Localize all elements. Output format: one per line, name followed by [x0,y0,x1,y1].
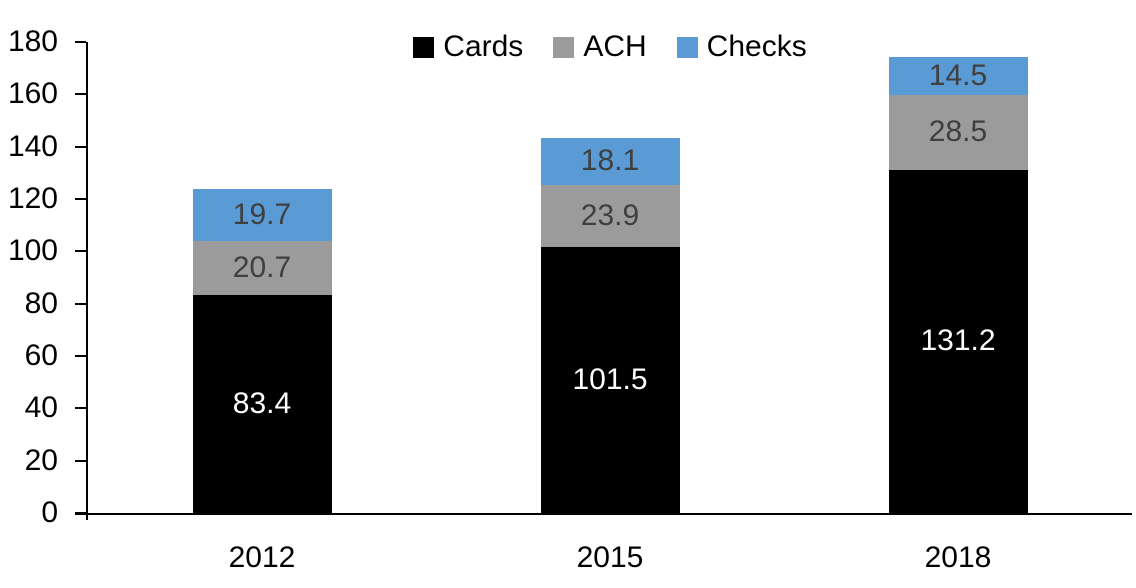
legend-item-checks: Checks [676,30,807,64]
y-axis-tick [75,302,86,305]
bar-value-label-checks-2012: 19.7 [232,197,292,231]
bar-segment-checks-2015 [540,137,680,185]
bar-segment-ach-2015 [540,184,680,248]
bar-value-label-checks-2018: 14.5 [928,59,988,93]
legend-item-cards: Cards [413,30,523,64]
bar-segment-cards-2012 [192,294,332,513]
y-axis-tick [75,41,86,43]
y-axis-tick [75,250,86,253]
legend-label: ACH [583,30,647,63]
legend-item-ach: ACH [553,30,647,64]
y-axis-tick-label: 120 [7,182,58,215]
y-axis-tick [75,407,86,410]
y-axis-tick [75,93,86,96]
y-axis-line [86,42,88,520]
bar-value-label-cards-2018: 131.2 [920,324,996,358]
x-axis-line [75,513,1132,515]
chart-legend: Cards ACH Checks [88,30,1132,64]
bar-segment-checks-2012 [192,189,332,241]
bar-segment-checks-2018 [888,57,1028,96]
bar-value-label-ach-2015: 23.9 [580,199,640,233]
legend-swatch-cards-icon [413,36,435,58]
legend-swatch-checks-icon [676,36,698,58]
x-axis-label-2012: 2012 [228,541,296,574]
y-axis-tick-label: 60 [24,339,58,372]
y-axis-tick-label: 0 [41,496,58,529]
bar-value-label-cards-2012: 83.4 [232,386,292,420]
bar-segment-cards-2018 [888,169,1028,513]
y-axis-tick [75,459,86,462]
y-axis-tick [75,198,86,200]
y-axis-tick [75,512,86,514]
bar-value-label-cards-2015: 101.5 [572,363,648,397]
y-axis-tick [75,355,86,357]
x-axis-label-2015: 2015 [576,541,644,574]
x-axis-label-2018: 2018 [924,541,992,574]
bar-value-label-checks-2015: 18.1 [580,144,640,178]
legend-label: Cards [443,30,524,63]
y-axis-tick-label: 20 [24,443,58,477]
legend-swatch-ach-icon [553,36,575,58]
bar-segment-ach-2012 [192,240,332,295]
y-axis-tick-label: 80 [24,286,58,320]
y-axis-tick-label: 40 [24,391,58,425]
y-axis-tick-label: 140 [7,129,58,163]
y-axis-tick-label: 180 [7,25,58,58]
bar-value-label-ach-2012: 20.7 [232,250,292,284]
bar-segment-cards-2015 [540,247,680,513]
y-axis-tick-label: 160 [7,77,58,111]
y-axis-tick [75,145,86,148]
bar-value-label-ach-2018: 28.5 [928,115,988,149]
legend-label: Checks [706,30,807,63]
y-axis-tick-label: 100 [7,234,58,268]
bar-segment-ach-2018 [888,95,1028,170]
